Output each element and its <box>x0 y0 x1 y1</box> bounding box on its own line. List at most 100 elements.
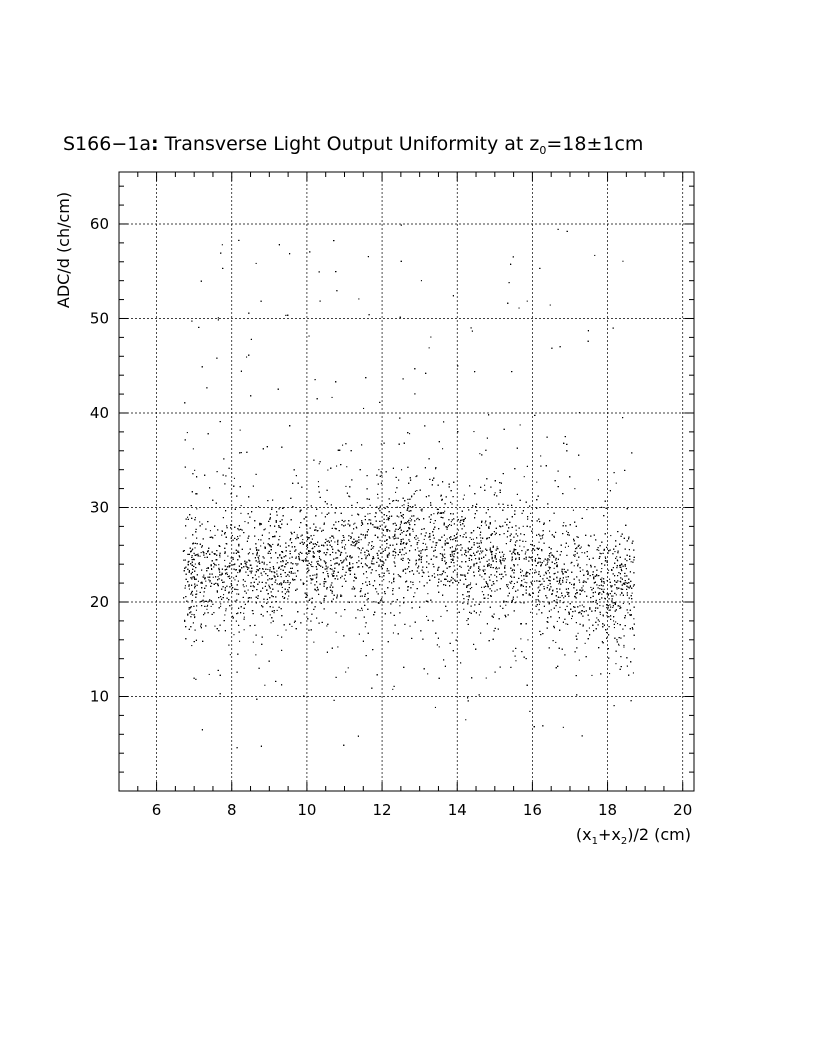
data-point <box>481 591 483 593</box>
data-point <box>543 574 545 576</box>
data-point <box>621 591 623 593</box>
data-point <box>481 576 483 578</box>
data-point <box>531 556 533 558</box>
data-point <box>288 584 290 586</box>
data-point <box>302 561 304 563</box>
data-point <box>376 591 378 593</box>
data-point <box>595 601 597 603</box>
data-point <box>343 559 345 561</box>
data-point <box>280 568 282 570</box>
data-point <box>399 605 401 607</box>
data-point <box>232 564 234 566</box>
data-point <box>618 643 620 645</box>
data-point <box>481 586 483 588</box>
data-point <box>602 615 604 617</box>
data-point <box>412 530 414 532</box>
data-point <box>461 519 463 521</box>
data-point <box>188 588 190 590</box>
data-point <box>287 589 289 591</box>
data-point <box>325 562 327 564</box>
data-point <box>225 610 227 612</box>
data-point <box>273 612 275 614</box>
chart-title-tail: =18±1cm <box>546 133 643 155</box>
data-point <box>269 570 271 572</box>
data-point <box>407 568 409 570</box>
data-point <box>578 659 580 661</box>
data-point <box>549 304 551 306</box>
data-point <box>516 596 518 598</box>
data-point <box>609 673 611 675</box>
data-point <box>455 547 457 549</box>
data-point <box>549 556 551 558</box>
data-point <box>564 546 566 548</box>
data-point <box>480 525 482 527</box>
data-point <box>217 576 219 578</box>
data-point <box>349 496 351 498</box>
data-point <box>412 584 414 586</box>
data-point <box>261 574 263 576</box>
data-point <box>380 511 382 513</box>
data-point <box>403 504 405 506</box>
data-point <box>214 625 216 627</box>
data-point <box>278 584 280 586</box>
data-point <box>293 621 295 623</box>
data-point <box>453 565 455 567</box>
data-point <box>471 587 473 589</box>
data-point <box>515 557 517 559</box>
data-point <box>524 581 526 583</box>
data-point <box>435 468 437 470</box>
data-point <box>235 588 237 590</box>
data-point <box>411 519 413 521</box>
data-point <box>364 626 366 628</box>
data-point <box>191 645 193 647</box>
data-point <box>490 541 492 543</box>
data-point <box>427 571 429 573</box>
data-point <box>364 554 366 556</box>
data-point <box>405 572 407 574</box>
data-point <box>527 639 529 641</box>
data-point <box>556 620 558 622</box>
data-point <box>520 568 522 570</box>
data-point <box>239 640 241 642</box>
data-point <box>417 547 419 549</box>
data-point <box>494 520 496 522</box>
data-point <box>484 522 486 524</box>
data-point <box>619 565 621 567</box>
data-point <box>484 569 486 571</box>
data-point <box>615 581 617 583</box>
data-point <box>303 613 305 615</box>
data-point <box>331 396 333 398</box>
data-point <box>286 591 288 593</box>
data-point <box>288 595 290 597</box>
data-point <box>318 556 320 558</box>
data-point <box>279 535 281 537</box>
data-point <box>229 654 231 656</box>
data-point <box>536 613 538 615</box>
data-point <box>594 254 596 256</box>
data-point <box>270 622 272 624</box>
data-point <box>585 581 587 583</box>
data-point <box>604 597 606 599</box>
data-point <box>470 582 472 584</box>
data-point <box>370 519 372 521</box>
data-point <box>237 572 239 574</box>
data-point <box>196 590 198 592</box>
data-point <box>530 512 532 514</box>
data-point <box>299 526 301 528</box>
data-point <box>185 537 187 539</box>
data-point <box>343 560 345 562</box>
data-point <box>398 516 400 518</box>
data-point <box>509 581 511 583</box>
data-point <box>255 654 257 656</box>
data-point <box>326 625 328 627</box>
data-point <box>208 673 210 675</box>
data-point <box>570 562 572 564</box>
data-point <box>192 448 194 450</box>
data-point <box>495 553 497 555</box>
data-point <box>563 597 565 599</box>
data-point <box>449 524 451 526</box>
data-point <box>537 587 539 589</box>
data-point <box>264 546 266 548</box>
data-point <box>601 568 603 570</box>
data-point <box>469 584 471 586</box>
